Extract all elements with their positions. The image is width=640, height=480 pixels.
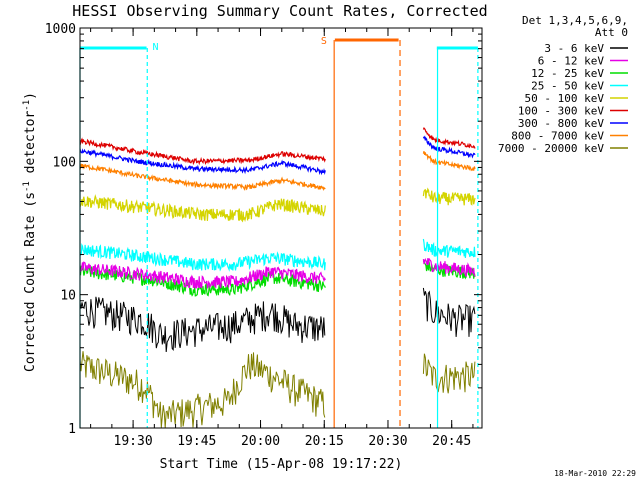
series-1 [79, 287, 476, 353]
series-6-trace-a [79, 137, 326, 166]
y-tick-label: 1 [68, 422, 76, 437]
x-tick-label: 20:15 [305, 434, 344, 449]
legend-item: 6 - 12 keV [538, 55, 628, 68]
series-8-trace-a [79, 163, 326, 191]
y-axis-label-main: Corrected Count Rate (s [23, 192, 38, 372]
legend-item-label: 7000 - 20000 keV [498, 142, 604, 155]
legend-item-label: 100 - 300 keV [518, 105, 604, 118]
legend-item-label: 300 - 800 keV [518, 117, 604, 130]
legend-item: 50 - 100 keV [525, 92, 628, 105]
series-6-trace-b [422, 126, 476, 149]
series-7-trace-a [79, 148, 326, 176]
legend-item-label: 50 - 100 keV [525, 92, 605, 105]
legend-item: 25 - 50 keV [531, 80, 628, 93]
chart-title: HESSI Observing Summary Count Rates, Cor… [72, 2, 487, 20]
x-tick-label: 19:45 [177, 434, 216, 449]
legend-item: 12 - 25 keV [531, 67, 628, 80]
series-9-trace-a [79, 351, 326, 429]
legend-item-label: 25 - 50 keV [531, 80, 604, 93]
series-7 [79, 135, 476, 176]
series-1-trace-b [422, 287, 476, 337]
legend-item: 300 - 800 keV [518, 117, 628, 130]
legend-header-line1: Det 1,3,4,5,6,9, [522, 14, 628, 27]
y-tick-label: 100 [53, 155, 76, 170]
plot-area: NS [79, 36, 479, 429]
legend-item-label: 6 - 12 keV [538, 55, 605, 68]
legend-item: 3 - 6 keV [544, 42, 628, 55]
series-4-trace-b [422, 238, 476, 258]
legend-item-label: 800 - 7000 keV [511, 130, 604, 143]
series-2 [79, 257, 476, 289]
x-axis-label: Start Time (15-Apr-08 19:17:22) [160, 457, 403, 472]
series-9 [79, 351, 476, 429]
series-8 [79, 151, 476, 191]
x-tick-label: 20:00 [241, 434, 280, 449]
legend-item-label: 3 - 6 keV [544, 42, 604, 55]
legend-item: 100 - 300 keV [518, 105, 628, 118]
series-8-trace-b [422, 151, 476, 172]
saa-marker-label: S [321, 36, 327, 47]
legend-header-line2: Att 0 [595, 26, 628, 39]
series-4 [79, 238, 476, 272]
series-4-trace-a [79, 243, 326, 272]
series-9-trace-b [422, 353, 476, 394]
plot-frame [79, 27, 483, 429]
legend-item: 800 - 7000 keV [511, 130, 628, 143]
y-tick-label: 10 [60, 289, 76, 304]
y-tick-label: 1000 [45, 22, 76, 37]
y-axis-label-sup2: -1 [22, 100, 32, 111]
series-2-trace-b [422, 257, 476, 277]
y-axis-label-mid: detector [23, 111, 38, 182]
series-2-trace-a [79, 261, 326, 289]
series-5-trace-b [422, 187, 476, 206]
legend-item: 7000 - 20000 keV [498, 142, 628, 155]
y-axis-label: Corrected Count Rate (s-1 detector-1) [22, 92, 38, 372]
night-marker-label: N [153, 42, 159, 53]
footer-timestamp: 18-Mar-2010 22:29 [554, 469, 636, 478]
series-5 [79, 187, 476, 223]
x-tick-label: 19:30 [114, 434, 153, 449]
axes: 1 10 100 1000 19:30 19:45 20:00 20:15 20:30 20:45 [45, 22, 483, 449]
series-7-trace-b [422, 135, 476, 159]
series-5-trace-a [79, 194, 326, 223]
x-tick-label: 20:30 [368, 434, 407, 449]
series-6 [79, 126, 476, 166]
series-1-trace-a [79, 296, 326, 353]
x-tick-label: 20:45 [432, 434, 471, 449]
y-axis-label-end: ) [23, 92, 38, 100]
y-axis-label-sup1: -1 [22, 181, 32, 192]
legend-item-label: 12 - 25 keV [531, 67, 604, 80]
